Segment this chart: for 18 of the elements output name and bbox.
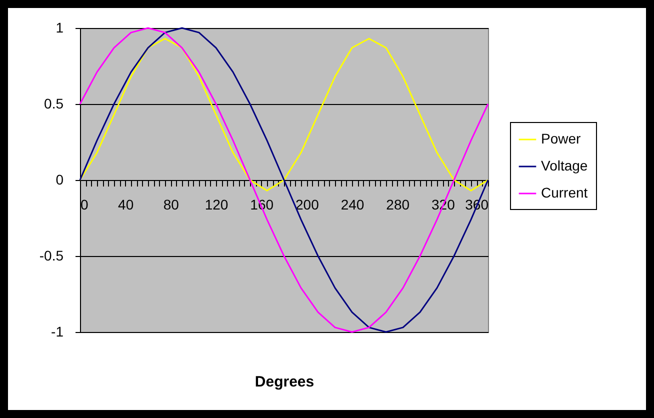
x-axis-title: Degrees — [254, 374, 314, 390]
x-tick-label: 120 — [204, 196, 228, 212]
line-series — [79, 38, 489, 192]
legend-label: Voltage — [541, 158, 588, 174]
y-tick-label: -0.5 — [39, 248, 64, 264]
legend-label: Current — [541, 184, 588, 200]
y-tick-label: 1 — [56, 20, 64, 36]
x-tick-label: 40 — [118, 196, 134, 212]
x-tick-label: 200 — [295, 196, 320, 212]
x-tick-label: 0 — [80, 196, 88, 212]
x-tick-label: 80 — [163, 196, 180, 212]
line-series — [79, 27, 489, 333]
y-tick-label: 0.5 — [44, 96, 64, 112]
x-tick-label: 280 — [386, 196, 410, 212]
y-tick-label: 0 — [56, 172, 64, 188]
x-tick-label: 240 — [340, 196, 364, 212]
y-tick-label: -1 — [51, 324, 64, 340]
legend-label: Power — [541, 130, 582, 146]
